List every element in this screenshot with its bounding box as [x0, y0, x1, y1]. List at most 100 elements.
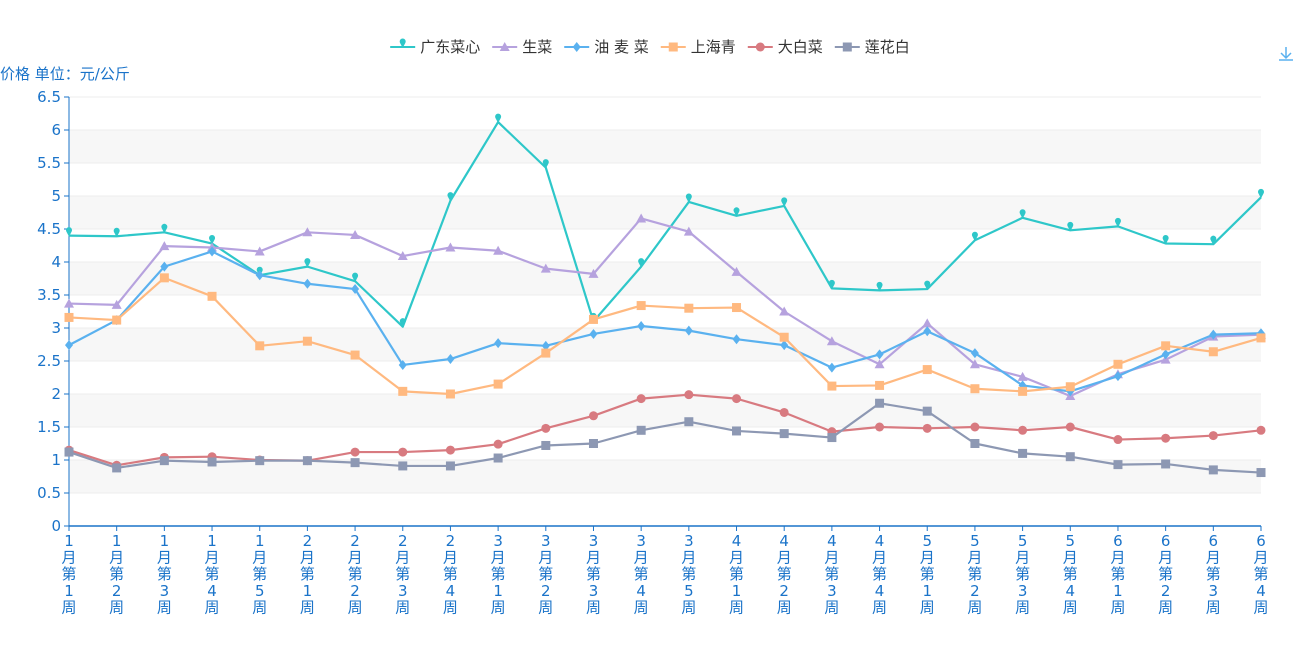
data-point[interactable]	[1113, 435, 1123, 445]
data-point[interactable]	[637, 321, 646, 332]
data-point[interactable]	[922, 318, 933, 328]
data-point[interactable]	[732, 426, 742, 436]
data-point[interactable]	[111, 299, 122, 309]
data-point[interactable]	[351, 284, 360, 295]
data-point[interactable]	[64, 447, 74, 457]
data-point[interactable]	[350, 229, 361, 239]
data-point[interactable]	[732, 334, 741, 345]
data-point[interactable]	[1113, 371, 1122, 382]
data-point[interactable]	[875, 380, 885, 390]
data-point[interactable]	[494, 338, 503, 349]
data-point[interactable]	[64, 312, 74, 322]
download-icon[interactable]	[1276, 44, 1296, 64]
data-point[interactable]	[780, 340, 789, 351]
data-point[interactable]	[1258, 188, 1264, 199]
legend-item[interactable]: 莲花白	[834, 38, 910, 56]
legend-symbol[interactable]	[755, 42, 765, 52]
data-point[interactable]	[397, 251, 408, 261]
data-point[interactable]	[159, 456, 169, 466]
data-point[interactable]	[733, 207, 740, 217]
data-point[interactable]	[875, 422, 885, 432]
data-point[interactable]	[352, 272, 359, 283]
data-point[interactable]	[827, 362, 836, 373]
data-point[interactable]	[493, 245, 504, 255]
data-point[interactable]	[255, 456, 265, 466]
data-point[interactable]	[112, 463, 122, 473]
legend-symbol[interactable]	[842, 42, 852, 52]
legend-item[interactable]: 上海青	[660, 38, 736, 56]
data-point[interactable]	[398, 461, 408, 471]
data-point[interactable]	[779, 306, 790, 316]
data-point[interactable]	[1067, 221, 1074, 232]
data-point[interactable]	[350, 447, 360, 457]
data-point[interactable]	[1210, 235, 1217, 246]
data-point[interactable]	[874, 359, 885, 369]
data-point[interactable]	[159, 241, 170, 251]
data-point[interactable]	[684, 303, 694, 313]
data-point[interactable]	[1208, 431, 1218, 441]
legend-symbol[interactable]	[399, 38, 406, 48]
data-point[interactable]	[255, 341, 265, 351]
data-point[interactable]	[350, 458, 360, 468]
legend-item[interactable]: 大白菜	[747, 38, 823, 56]
data-point[interactable]	[399, 318, 406, 328]
data-point[interactable]	[969, 359, 980, 369]
data-point[interactable]	[1208, 347, 1218, 357]
data-point[interactable]	[876, 281, 883, 292]
legend-symbol[interactable]	[572, 42, 581, 52]
data-point[interactable]	[970, 439, 980, 448]
data-point[interactable]	[638, 258, 645, 268]
legend-item[interactable]: 广东菜心	[390, 38, 480, 56]
data-point[interactable]	[350, 350, 360, 360]
data-point[interactable]	[828, 279, 835, 290]
data-point[interactable]	[541, 348, 551, 358]
legend-symbol[interactable]	[668, 42, 678, 52]
data-point[interactable]	[970, 384, 980, 394]
data-point[interactable]	[779, 332, 789, 342]
data-point[interactable]	[588, 314, 598, 324]
data-point[interactable]	[684, 417, 694, 427]
data-point[interactable]	[922, 423, 932, 433]
data-point[interactable]	[1113, 359, 1123, 369]
data-point[interactable]	[1256, 425, 1266, 435]
data-point[interactable]	[1162, 235, 1169, 245]
data-point[interactable]	[922, 406, 932, 416]
data-point[interactable]	[446, 354, 455, 365]
data-point[interactable]	[827, 433, 837, 443]
data-point[interactable]	[302, 336, 312, 346]
data-point[interactable]	[732, 303, 742, 313]
legend[interactable]: 广东菜心 生菜 油 麦 菜 上海青 大白菜 莲花白	[390, 38, 910, 56]
data-point[interactable]	[1161, 349, 1170, 360]
data-point[interactable]	[779, 407, 789, 417]
data-point[interactable]	[685, 193, 692, 203]
data-point[interactable]	[1161, 433, 1171, 443]
data-point[interactable]	[398, 386, 408, 396]
data-point[interactable]	[636, 301, 646, 311]
data-point[interactable]	[445, 389, 455, 399]
data-point[interactable]	[875, 349, 884, 360]
data-point[interactable]	[826, 336, 837, 346]
data-point[interactable]	[588, 439, 598, 448]
data-point[interactable]	[1208, 465, 1218, 475]
data-point[interactable]	[541, 440, 551, 450]
data-point[interactable]	[781, 197, 788, 207]
data-point[interactable]	[495, 113, 502, 124]
data-point[interactable]	[113, 227, 120, 238]
data-point[interactable]	[923, 326, 932, 337]
data-point[interactable]	[1018, 386, 1028, 396]
data-point[interactable]	[493, 453, 503, 463]
data-point[interactable]	[255, 270, 264, 281]
data-point[interactable]	[1065, 422, 1075, 432]
legend-symbol[interactable]	[499, 42, 510, 51]
data-point[interactable]	[779, 429, 789, 439]
data-point[interactable]	[64, 298, 74, 308]
data-point[interactable]	[207, 457, 217, 467]
data-point[interactable]	[493, 379, 503, 389]
data-point[interactable]	[588, 268, 599, 278]
data-point[interactable]	[1018, 425, 1028, 435]
data-point[interactable]	[732, 394, 742, 404]
data-point[interactable]	[924, 280, 931, 291]
data-point[interactable]	[1161, 459, 1171, 469]
data-point[interactable]	[542, 159, 549, 169]
data-point[interactable]	[159, 273, 169, 283]
